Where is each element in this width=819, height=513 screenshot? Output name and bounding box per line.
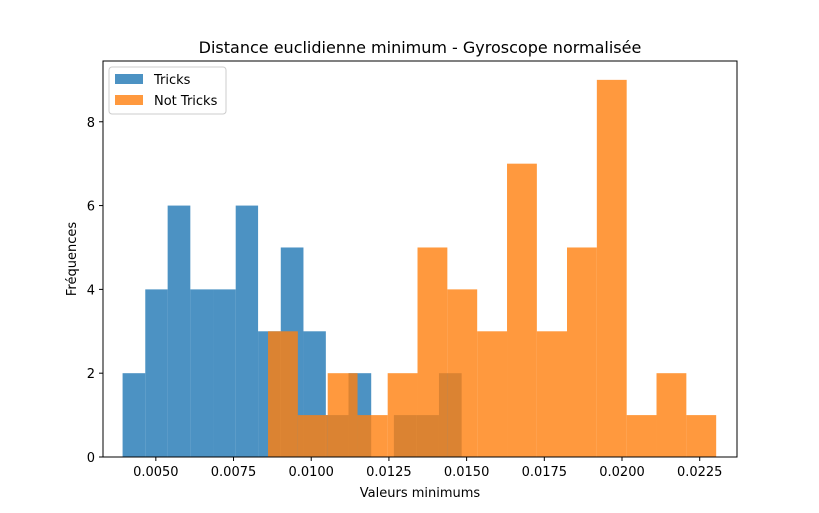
bar-not-tricks-6 (447, 289, 478, 457)
bar-tricks-1 (145, 289, 168, 457)
legend-label-tricks: Tricks (153, 73, 191, 88)
y-axis: 0 2 4 6 8 (87, 116, 103, 466)
bar-not-tricks-1 (297, 415, 328, 457)
bar-tricks-5 (235, 205, 259, 457)
bar-not-tricks-4 (387, 373, 418, 457)
y-tick-label: 6 (87, 200, 95, 215)
bar-not-tricks-13 (656, 373, 687, 457)
chart-title: Distance euclidienne minimum - Gyroscope… (199, 38, 642, 57)
bar-not-tricks-10 (567, 247, 597, 457)
legend-swatch-tricks (115, 74, 143, 84)
x-axis: 0.0050 0.0075 0.0100 0.0125 0.0150 0.0175 0.02… (133, 457, 722, 480)
x-tick-label: 0.0125 (366, 465, 412, 480)
bar-not-tricks-12 (626, 415, 657, 457)
bar-tricks-3 (190, 289, 214, 457)
x-axis-title: Valeurs minimums (360, 486, 481, 501)
plot-frame (102, 60, 738, 458)
legend: Tricks Not Tricks (108, 66, 227, 115)
bars-layer (122, 79, 717, 458)
x-tick-label: 0.0050 (133, 465, 179, 480)
y-tick-label: 8 (87, 116, 95, 131)
x-tick-label: 0.0225 (677, 465, 723, 480)
y-axis-title: Fréquences (65, 222, 80, 296)
bar-tricks-4 (213, 289, 236, 457)
y-tick-label: 4 (87, 283, 95, 298)
legend-label-not-tricks: Not Tricks (154, 94, 218, 109)
bar-not-tricks-5 (417, 247, 448, 457)
x-tick-label: 0.0175 (522, 465, 568, 480)
y-tick-label: 2 (87, 367, 95, 382)
bar-not-tricks-14 (686, 415, 717, 457)
bar-not-tricks-7 (477, 331, 508, 457)
bar-tricks-2 (167, 205, 191, 457)
bar-not-tricks-8 (507, 163, 537, 458)
bar-tricks-0 (122, 373, 146, 457)
bar-not-tricks-9 (536, 331, 567, 457)
x-tick-label: 0.0150 (444, 465, 490, 480)
bar-not-tricks-3 (357, 415, 388, 457)
bar-not-tricks-2 (327, 373, 358, 457)
bar-not-tricks-0 (268, 331, 298, 457)
bar-not-tricks-11 (596, 79, 627, 458)
legend-swatch-not-tricks (115, 95, 143, 105)
x-tick-label: 0.0100 (288, 465, 334, 480)
y-tick-label: 0 (87, 451, 95, 466)
x-tick-label: 0.0075 (211, 465, 257, 480)
x-tick-label: 0.0200 (599, 465, 645, 480)
